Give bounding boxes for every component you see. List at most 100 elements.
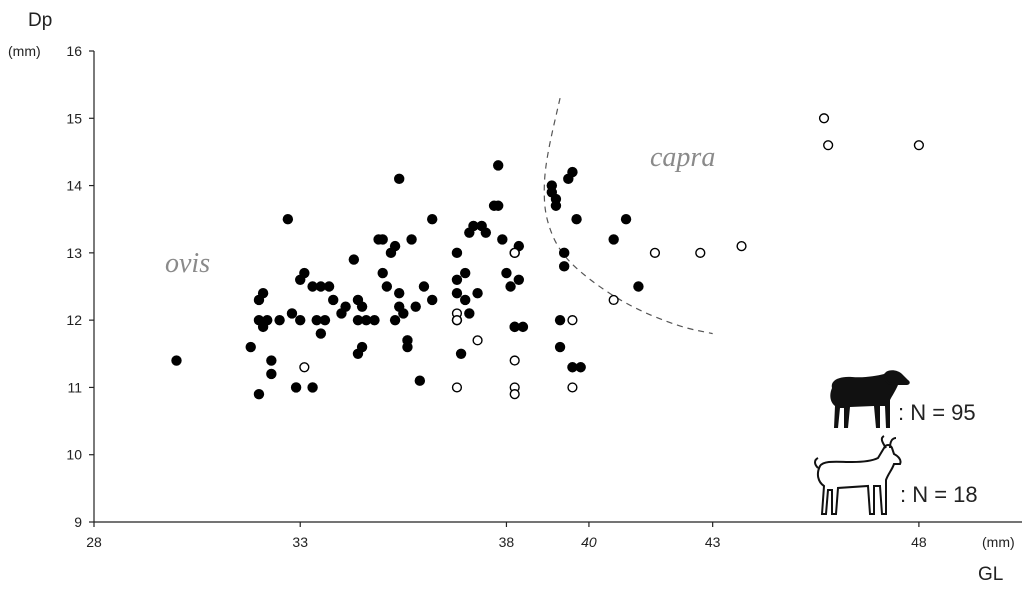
sheep-point — [356, 301, 368, 312]
sheep-point — [492, 160, 504, 171]
goat-icon — [814, 435, 902, 515]
sheep-point — [171, 355, 182, 366]
sheep-point — [451, 274, 463, 285]
goat-point — [649, 247, 661, 258]
sheep-point — [389, 240, 401, 252]
sheep-point — [348, 254, 360, 265]
sheep-icon — [830, 370, 910, 428]
y-tick-label: 9 — [74, 514, 82, 530]
sheep-point — [608, 234, 619, 245]
y-tick-label: 12 — [66, 312, 82, 328]
y-axis-unit: (mm) — [8, 43, 41, 59]
sheep-point — [501, 267, 512, 279]
sheep-point — [369, 314, 380, 326]
x-ticks: 28 33 38 40 43 48 — [86, 522, 927, 550]
y-tick-label: 10 — [66, 447, 82, 463]
sheep-point — [262, 314, 273, 326]
sheep-point — [295, 314, 306, 326]
sheep-point — [554, 314, 566, 326]
sheep-point — [377, 234, 388, 245]
goat-point — [509, 389, 520, 400]
ovis-label: ovis — [165, 248, 210, 279]
sheep-point — [328, 294, 339, 306]
x-tick-label: 28 — [86, 534, 102, 550]
points-layer — [171, 113, 924, 400]
x-tick-label: 33 — [292, 534, 308, 550]
sheep-point — [571, 214, 582, 225]
sheep-point — [620, 214, 632, 225]
sheep-point — [567, 362, 578, 373]
sheep-point — [464, 308, 475, 319]
sheep-point — [319, 314, 331, 326]
legend: : N = 95 : N = 18 — [814, 370, 978, 515]
sheep-point — [307, 382, 318, 393]
sheep-point — [257, 288, 269, 299]
sheep-point — [266, 368, 277, 380]
capra-label: capra — [650, 142, 715, 173]
y-ticks: 9 10 11 12 13 14 15 16 — [66, 43, 94, 530]
x-tick-label: 48 — [911, 534, 927, 550]
goat-point — [299, 362, 310, 373]
sheep-point — [245, 341, 256, 353]
sheep-point — [509, 321, 520, 333]
goat-point — [472, 335, 483, 346]
sheep-point — [253, 388, 265, 400]
sheep-point — [563, 173, 574, 185]
y-axis-title: Dp — [28, 10, 52, 31]
sheep-point — [410, 301, 421, 312]
sheep-point — [451, 288, 463, 299]
sheep-point — [282, 214, 294, 225]
goat-point — [608, 294, 619, 306]
sheep-point — [505, 281, 516, 292]
y-tick-label: 15 — [66, 110, 82, 126]
goat-point — [823, 140, 834, 151]
x-axis-title: GL — [978, 564, 1003, 585]
goat-point — [567, 382, 578, 393]
sheep-point — [286, 308, 298, 319]
sheep-point — [381, 281, 393, 292]
sheep-point — [558, 261, 570, 272]
sheep-point — [266, 355, 277, 366]
goat-point — [509, 355, 520, 366]
sheep-point — [517, 321, 529, 333]
sheep-point — [460, 294, 471, 306]
sheep-point — [402, 341, 413, 353]
goat-point — [509, 247, 520, 258]
sheep-point — [311, 314, 322, 326]
sheep-point — [377, 267, 388, 279]
sheep-point — [513, 274, 525, 285]
sheep-point — [315, 328, 327, 339]
sheep-point — [427, 214, 438, 225]
goat-point — [451, 315, 463, 326]
sheep-point — [451, 247, 463, 259]
goat-point — [818, 113, 830, 124]
sheep-point — [554, 341, 566, 353]
sheep-point — [455, 348, 467, 359]
sheep-point — [472, 288, 483, 299]
sheep-point — [323, 281, 335, 292]
goat-point — [451, 382, 463, 393]
axes-group — [93, 51, 1022, 523]
x-tick-label: 38 — [499, 534, 515, 550]
sheep-point — [414, 375, 426, 386]
sheep-point — [633, 281, 644, 292]
sheep-point — [418, 281, 430, 292]
sheep-point — [492, 200, 504, 211]
sheep-point — [394, 301, 405, 312]
x-tick-label: 40 — [581, 534, 597, 550]
sheep-point — [427, 294, 438, 306]
sheep-point — [307, 281, 318, 292]
legend-sheep-count: : N = 95 — [898, 400, 976, 425]
sheep-point — [460, 267, 471, 279]
sheep-point — [546, 187, 558, 198]
sheep-point — [352, 314, 364, 326]
legend-goat-count: : N = 18 — [900, 482, 978, 507]
goat-point — [567, 315, 578, 326]
goat-point — [913, 140, 924, 151]
sheep-point — [558, 247, 570, 259]
x-axis-unit: (mm) — [982, 534, 1015, 550]
sheep-point — [389, 314, 401, 326]
sheep-point — [550, 200, 562, 211]
y-tick-label: 13 — [66, 245, 82, 261]
